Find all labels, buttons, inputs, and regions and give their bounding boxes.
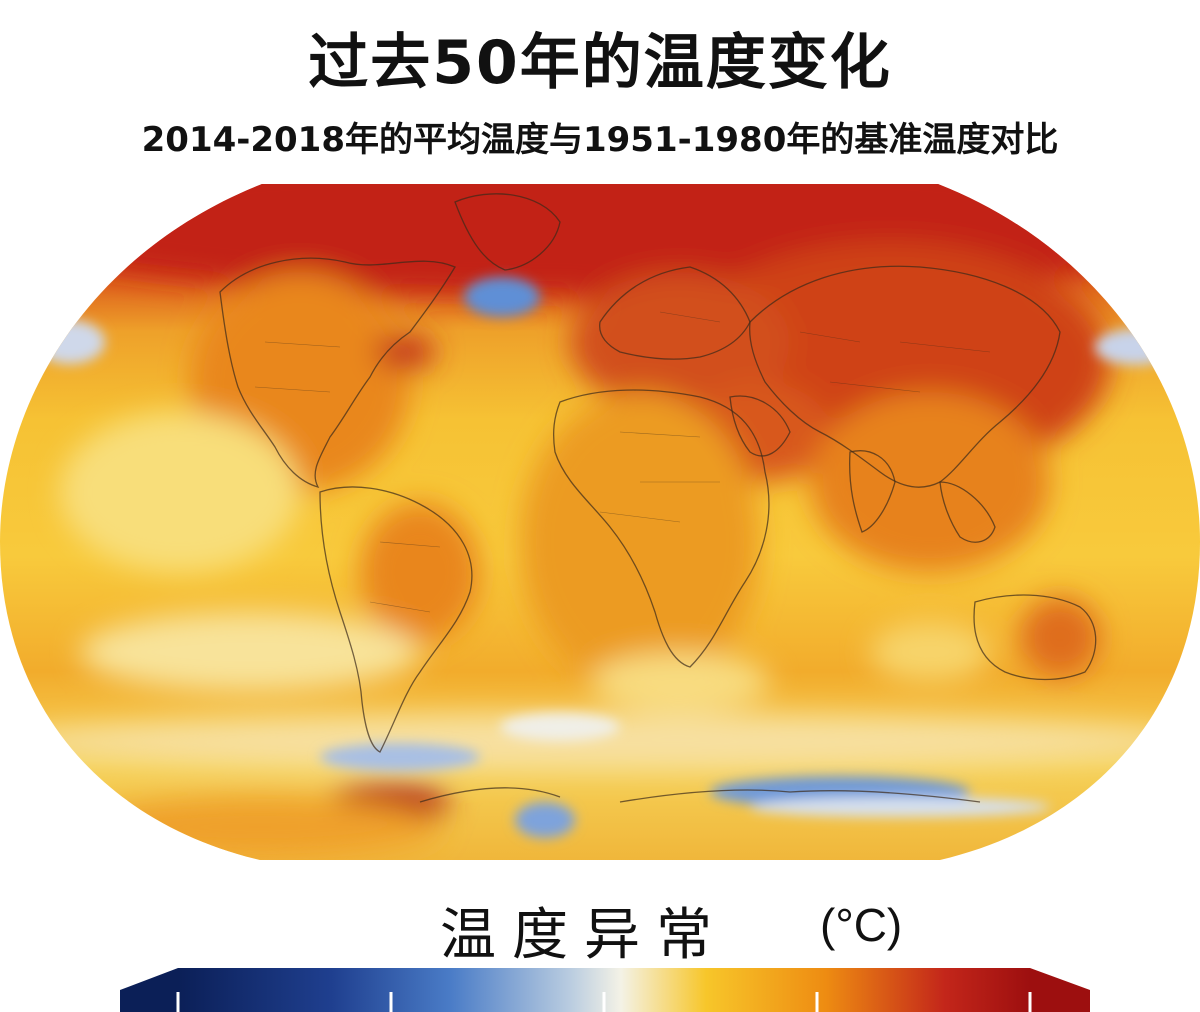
southern-ocean-pale-band <box>0 714 1200 770</box>
colorbar-ticks <box>176 992 1032 1012</box>
weddell-cool-region <box>515 802 575 838</box>
south-america-outline <box>319 486 473 753</box>
south-atlantic-pale-region <box>590 652 770 712</box>
south-atlantic-neutral-region <box>500 713 620 741</box>
antarctica-orange-region <box>80 797 440 857</box>
australia-warm-region <box>1020 597 1100 677</box>
arabia-outline <box>729 395 791 457</box>
temperature-colorbar <box>120 968 1090 1012</box>
africa-warm-region <box>520 392 760 692</box>
temperature-anomaly-map <box>0 184 1200 860</box>
india-outline <box>849 450 896 533</box>
continent-outlines <box>219 193 1097 803</box>
colorbar-low-arrow <box>120 968 178 1012</box>
australia-outline <box>973 594 1097 681</box>
pacific-cool-spot-east <box>1095 329 1175 365</box>
atlantic-warm-region <box>375 334 435 370</box>
southeast-asia-outline <box>939 481 996 543</box>
antarctic-coast-pale <box>750 797 1050 817</box>
greenland-outline <box>454 193 561 271</box>
antarctica-outline <box>419 787 981 803</box>
map-subtitle: 2014-2018年的平均温度与1951-1980年的基准温度对比 <box>141 120 1059 160</box>
south-pacific-pale-region <box>80 612 420 692</box>
legend-unit: (°C) <box>820 899 903 951</box>
north-atlantic-cold-blob <box>464 277 540 317</box>
north-america-outline <box>219 257 456 489</box>
pacific-cool-spot-west <box>35 320 105 364</box>
africa-outline <box>553 389 770 668</box>
europe-outline <box>599 266 751 360</box>
europe-warm-region <box>570 272 790 412</box>
legend-title: 温度异常 <box>440 903 728 968</box>
asia-warm-region <box>810 392 1050 572</box>
indian-ocean-pale-region <box>870 622 990 682</box>
map-title: 过去50年的温度变化 <box>308 28 892 98</box>
asia-outline <box>749 265 1061 488</box>
colorbar-high-arrow <box>1030 968 1090 1012</box>
pacific-pale-region <box>60 412 300 572</box>
country-borders <box>254 311 991 613</box>
drake-passage-cool-region <box>320 743 480 771</box>
south-america-warm-region <box>360 502 480 642</box>
